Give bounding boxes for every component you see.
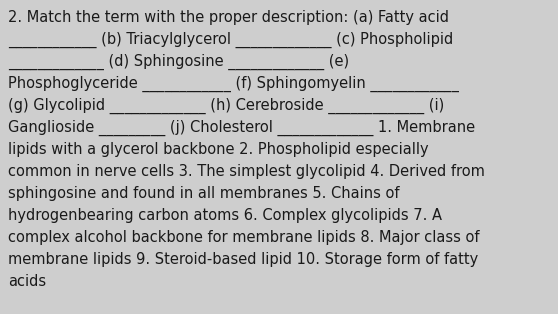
Text: Ganglioside _________ (j) Cholesterol _____________ 1. Membrane: Ganglioside _________ (j) Cholesterol __… (8, 120, 475, 136)
Text: sphingosine and found in all membranes 5. Chains of: sphingosine and found in all membranes 5… (8, 186, 400, 201)
Text: complex alcohol backbone for membrane lipids 8. Major class of: complex alcohol backbone for membrane li… (8, 230, 479, 245)
Text: ____________ (b) Triacylglycerol _____________ (c) Phospholipid: ____________ (b) Triacylglycerol _______… (8, 32, 453, 48)
Text: hydrogenbearing carbon atoms 6. Complex glycolipids 7. A: hydrogenbearing carbon atoms 6. Complex … (8, 208, 442, 223)
Text: membrane lipids 9. Steroid-based lipid 10. Storage form of fatty: membrane lipids 9. Steroid-based lipid 1… (8, 252, 478, 267)
Text: 2. Match the term with the proper description: (a) Fatty acid: 2. Match the term with the proper descri… (8, 10, 449, 25)
Text: lipids with a glycerol backbone 2. Phospholipid especially: lipids with a glycerol backbone 2. Phosp… (8, 142, 429, 157)
Text: common in nerve cells 3. The simplest glycolipid 4. Derived from: common in nerve cells 3. The simplest gl… (8, 164, 485, 179)
Text: acids: acids (8, 274, 46, 289)
Text: _____________ (d) Sphingosine _____________ (e): _____________ (d) Sphingosine __________… (8, 54, 349, 70)
Text: (g) Glycolipid _____________ (h) Cerebroside _____________ (i): (g) Glycolipid _____________ (h) Cerebro… (8, 98, 444, 114)
Text: Phosphoglyceride ____________ (f) Sphingomyelin ____________: Phosphoglyceride ____________ (f) Sphing… (8, 76, 459, 92)
